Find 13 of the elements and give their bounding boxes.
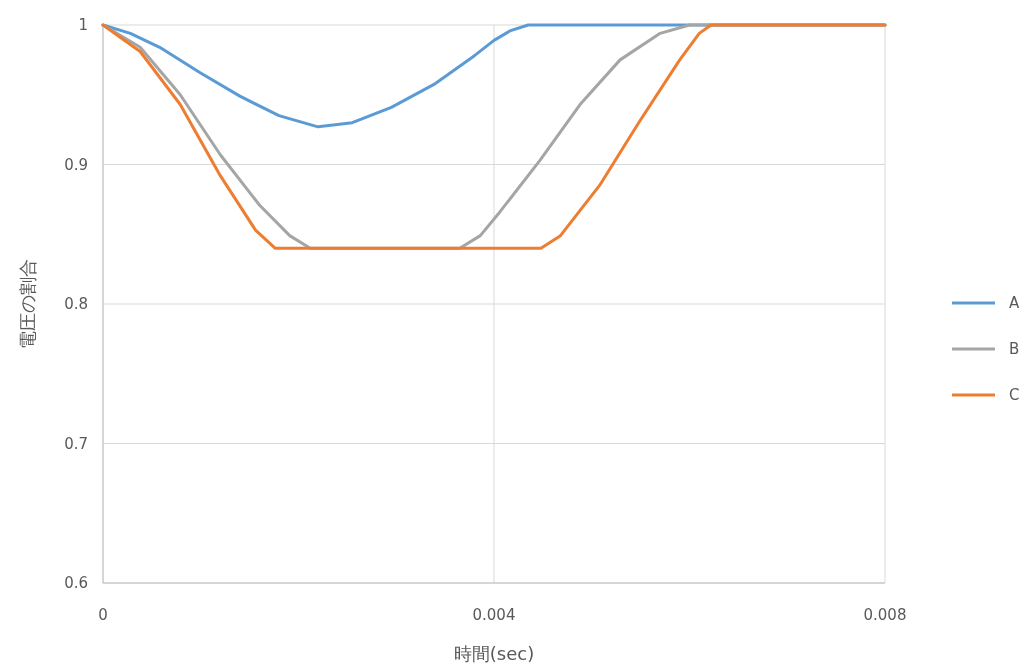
x-tick-label: 0.004 [472, 606, 516, 624]
legend-label: A [1009, 294, 1020, 312]
x-tick-label: 0.008 [863, 606, 907, 624]
legend-label: C [1009, 386, 1020, 404]
y-tick-label: 0.9 [64, 155, 88, 174]
y-tick-label: 1 [78, 16, 88, 34]
y-tick-label: 0.6 [64, 574, 88, 592]
y-tick-label: 0.7 [64, 434, 88, 453]
y-tick-label: 0.8 [64, 295, 88, 313]
legend-label: B [1009, 340, 1020, 358]
y-axis-title: 電圧の割合 [17, 259, 38, 349]
x-axis-title: 時間(sec) [453, 643, 535, 664]
x-tick-label: 0 [98, 606, 108, 624]
